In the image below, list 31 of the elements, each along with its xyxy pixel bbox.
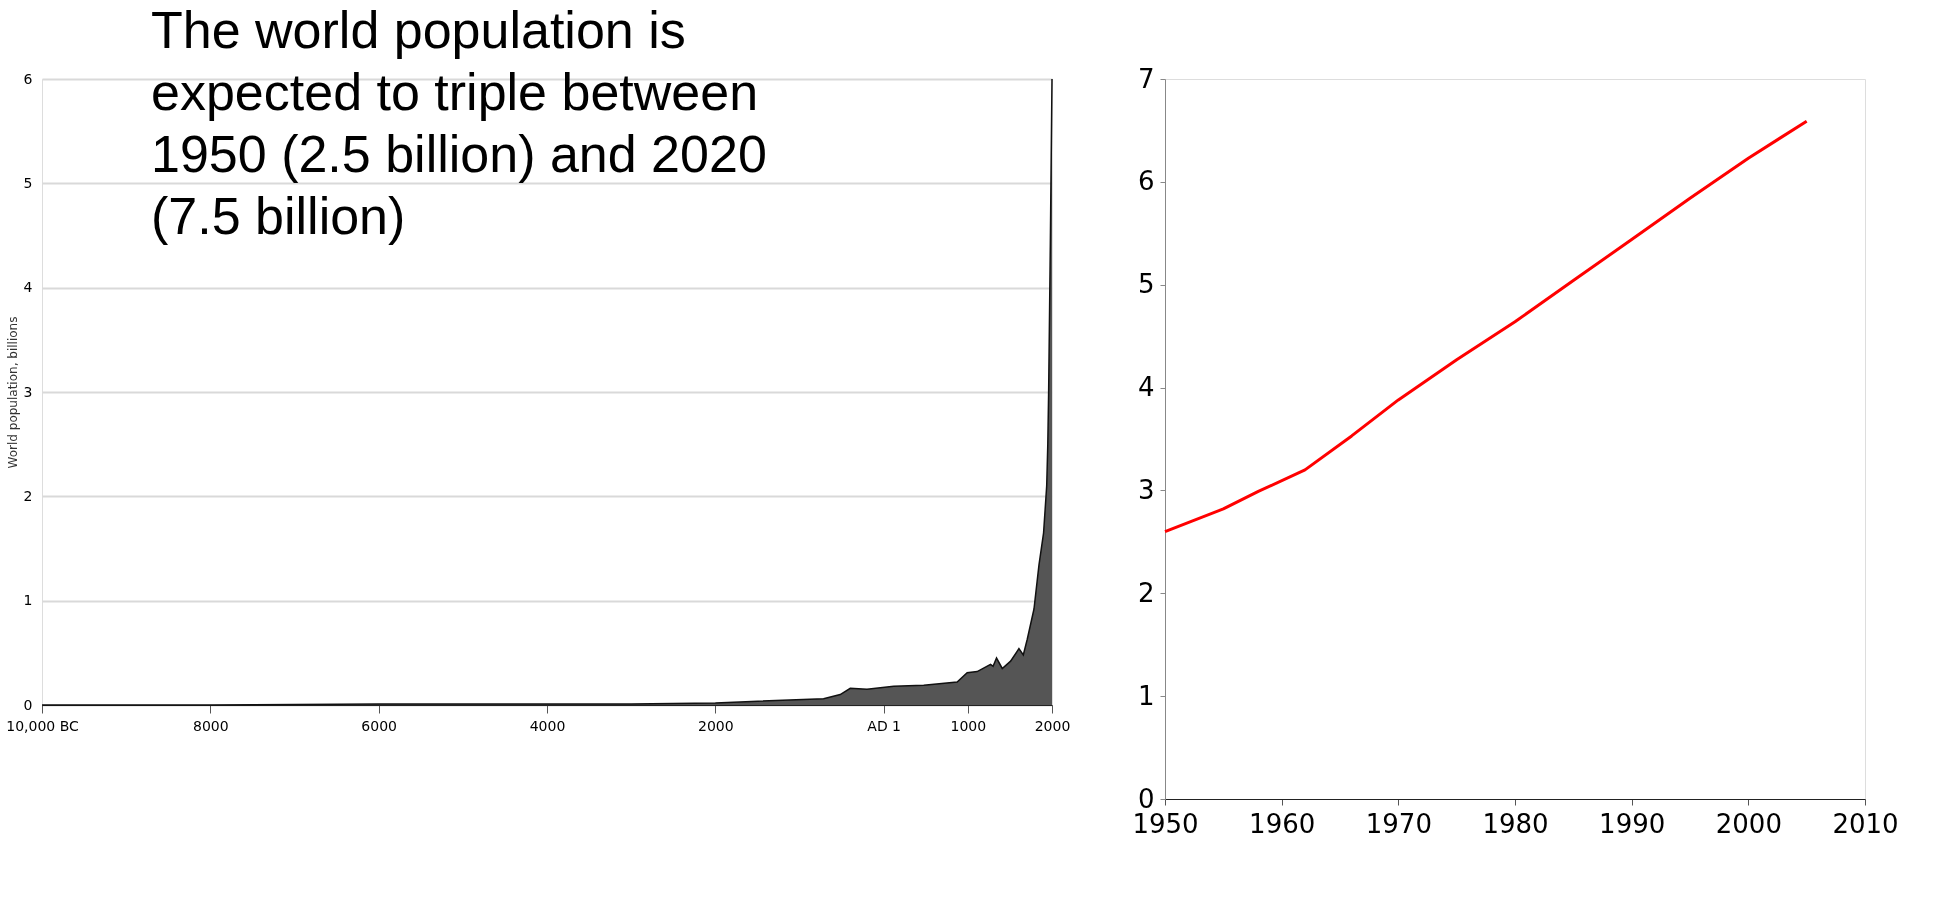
y-tick-label: 7 [1137, 63, 1155, 94]
y-tick-label: 4 [23, 279, 33, 296]
y-axis-title: World population, billions [5, 316, 20, 469]
y-tick-label: 0 [23, 696, 33, 713]
y-tick-label: 3 [23, 383, 33, 400]
y-tick-label: 4 [1137, 372, 1155, 403]
x-tick-label: AD 1 [867, 717, 902, 734]
y-tick-label: 1 [23, 592, 33, 609]
y-tick-label: 1 [1137, 680, 1155, 711]
y-tick-label: 5 [23, 174, 33, 191]
x-tick-label: 8000 [193, 717, 229, 734]
y-tick-label: 2 [1137, 577, 1155, 608]
annotation: The world population is expected to triple between 1950 (2.5 billion) and 2020 (7.5 billion) [151, 1, 767, 245]
x-tick-label: 1000 [950, 717, 987, 734]
x-tick-label: 1980 [1482, 808, 1549, 839]
x-tick-label: 4000 [529, 717, 566, 734]
y-tick-label: 2 [23, 487, 33, 504]
x-tick-label: 1960 [1249, 808, 1316, 839]
x-tick-label: 6000 [361, 717, 397, 734]
line-series [1163, 119, 1809, 534]
y-tick-label: 6 [1137, 166, 1155, 197]
x-tick-label: 2000 [698, 717, 734, 734]
y-tick-label: 5 [1137, 269, 1155, 300]
y-tick-label: 6 [23, 70, 33, 87]
x-tick-label: 2000 [1034, 717, 1071, 734]
y-tick-label: 3 [1137, 474, 1155, 505]
x-tick-label: 10,000 BC [6, 717, 80, 734]
x-tick-label: 1970 [1365, 808, 1432, 839]
x-tick-label: 1990 [1599, 808, 1666, 839]
x-tick-label: 2010 [1832, 808, 1899, 839]
x-tick-label: 2000 [1715, 808, 1782, 839]
